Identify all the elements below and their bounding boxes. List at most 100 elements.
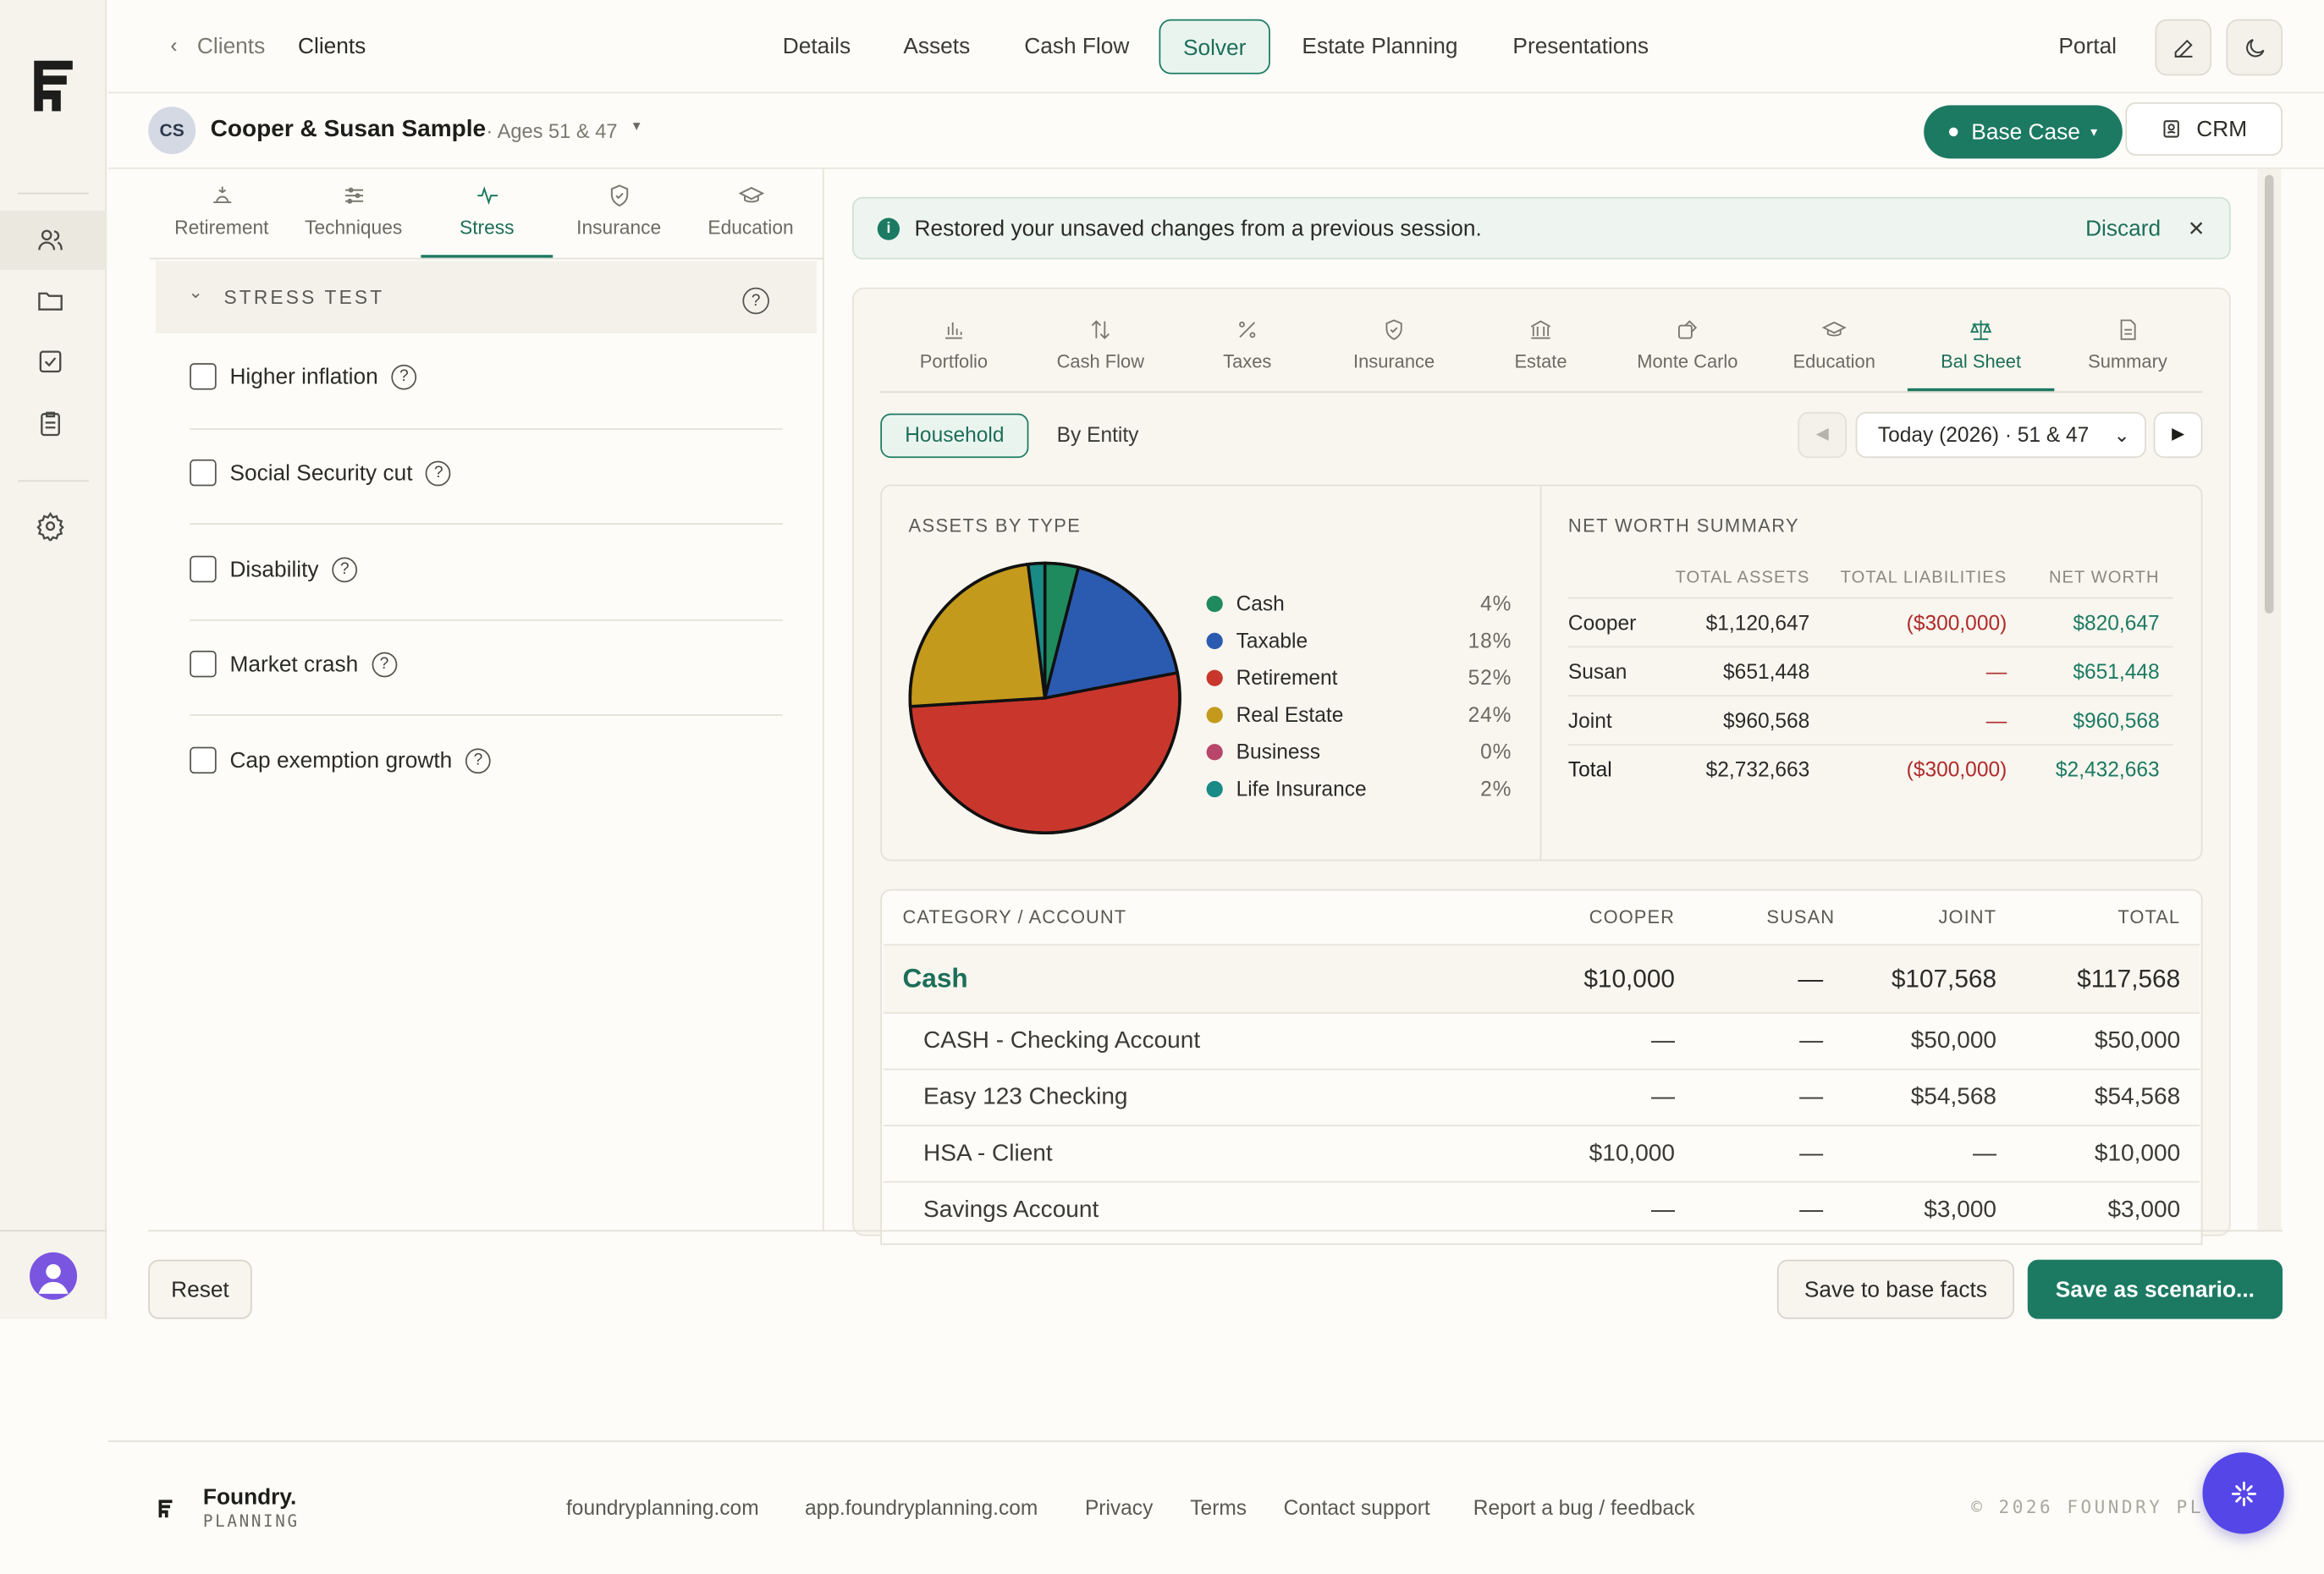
chevron-down-icon: ⌄ [2113,423,2130,447]
save-to-base-facts-button[interactable]: Save to base facts [1776,1259,2015,1319]
prev-year-button[interactable]: ◀ [1798,411,1848,459]
clipboard-icon[interactable] [36,409,71,444]
stress-item-higher-inflation[interactable]: Higher inflation? [190,363,417,390]
help-icon[interactable]: ? [372,651,397,677]
tab-label: Retirement [174,216,269,239]
tab-education-report[interactable]: Education [1761,311,1908,392]
stress-label: Social Security cut [229,460,413,486]
chevron-left-icon[interactable]: ‹ [170,32,178,57]
client-ages: · Ages 51 & 47 [486,119,618,143]
crm-button[interactable]: CRM [2125,102,2283,156]
dark-mode-button[interactable] [2226,19,2283,76]
col-total: TOTAL [2117,906,2181,928]
help-icon[interactable]: ? [391,363,417,389]
discard-button[interactable]: Discard [2085,216,2162,242]
arrows-up-down-icon [1091,320,1110,339]
tab-taxes[interactable]: Taxes [1174,311,1320,392]
tab-education[interactable]: Education [685,175,817,258]
tab-insurance-report[interactable]: Insurance [1320,311,1467,392]
checkbox[interactable] [190,555,217,583]
tab-monte-carlo[interactable]: Monte Carlo [1614,311,1760,392]
next-year-button[interactable]: ▶ [2153,411,2203,459]
footer-link-app[interactable]: app.foundryplanning.com [804,1495,1038,1520]
gear-icon[interactable] [36,511,71,547]
stress-item-cap-exemption-growth[interactable]: Cap exemption growth? [190,746,491,774]
tab-retirement[interactable]: Retirement [156,175,288,258]
users-icon[interactable] [36,225,71,261]
household-toggle[interactable]: Household [880,413,1029,459]
row-net-worth: $651,448 [2073,659,2160,684]
tab-techniques[interactable]: Techniques [288,175,420,258]
assistant-fab[interactable] [2202,1452,2284,1534]
tab-bal-sheet[interactable]: Bal Sheet [1907,311,2055,392]
help-icon[interactable]: ? [426,460,452,486]
footer-link-bug[interactable]: Report a bug / feedback [1473,1495,1695,1520]
scenario-select[interactable]: Base Case ▾ [1924,105,2123,159]
legend-dot [1206,743,1223,760]
reset-button[interactable]: Reset [148,1259,252,1319]
col-category: CATEGORY / ACCOUNT [902,906,1127,928]
legend-label: Cash [1236,591,1285,615]
portal-link[interactable]: Portal [2058,34,2117,60]
close-icon[interactable]: ✕ [2187,216,2206,240]
cell-joint: $54,568 [1910,1084,1997,1110]
tab-insurance[interactable]: Insurance [553,175,685,258]
checklist-icon[interactable] [36,347,71,382]
folder-icon[interactable] [36,286,71,322]
tab-estate-planning[interactable]: Estate Planning [1302,34,1458,60]
checkbox[interactable] [190,459,217,487]
cell-joint: — [1972,1141,1997,1167]
stress-item-social-security-cut[interactable]: Social Security cut? [190,459,452,487]
tab-presentations[interactable]: Presentations [1512,34,1649,60]
legend-label: Taxable [1236,628,1308,652]
tab-portfolio[interactable]: Portfolio [880,311,1027,392]
footer-link-support[interactable]: Contact support [1283,1495,1430,1520]
cell-susan: — [1799,1141,1824,1167]
legend-value: 52% [1468,665,1512,690]
scrollbar-thumb[interactable] [2264,174,2274,614]
checkbox[interactable] [190,746,217,774]
tab-label: Education [708,216,794,239]
tab-cash-flow-report[interactable]: Cash Flow [1027,311,1174,392]
sidebar-item-clients[interactable] [0,210,107,270]
avatar[interactable] [30,1252,78,1300]
category-row-cash[interactable]: Cash $10,000 — $107,568 $117,568 [883,945,2200,1014]
help-icon[interactable]: ? [465,747,491,773]
tab-summary[interactable]: Summary [2054,311,2200,392]
save-as-scenario-button[interactable]: Save as scenario... [2027,1259,2283,1319]
tab-estate[interactable]: Estate [1468,311,1614,392]
by-entity-toggle[interactable]: By Entity [1056,422,1139,447]
cell-cooper: — [1650,1084,1675,1110]
stress-item-market-crash[interactable]: Market crash? [190,650,397,678]
stress-item-disability[interactable]: Disability? [190,555,358,583]
tab-solver[interactable]: Solver [1159,19,1270,74]
status-dot-icon [1949,127,1958,137]
scrollbar[interactable] [2257,168,2282,1230]
chevron-down-icon[interactable]: ▾ [632,118,641,135]
footer-link-site[interactable]: foundryplanning.com [565,1495,759,1520]
help-icon[interactable]: ? [742,287,769,315]
stress-label: Cap exemption growth [229,747,453,773]
footer-link-privacy[interactable]: Privacy [1084,1495,1154,1520]
foundry-logo[interactable] [30,57,80,116]
legend-label: Business [1236,739,1321,763]
row-net-worth: $820,647 [2073,610,2160,635]
tab-label: Taxes [1223,351,1272,372]
tab-stress[interactable]: Stress [421,175,553,258]
help-icon[interactable]: ? [332,556,358,582]
col-cooper: COOPER [1589,906,1675,928]
tab-details[interactable]: Details [782,34,851,60]
footer-link-terms[interactable]: Terms [1190,1495,1247,1520]
checkbox[interactable] [190,650,217,678]
sparkle-icon [2230,1480,2256,1506]
breadcrumb-back[interactable]: Clients [196,34,266,60]
edit-button[interactable] [2155,19,2211,76]
stress-test-header[interactable]: ⌄ STRESS TEST ? [155,261,817,334]
tab-assets[interactable]: Assets [903,34,971,60]
client-name[interactable]: Cooper & Susan Sample [210,117,487,143]
tab-cash-flow[interactable]: Cash Flow [1024,34,1130,60]
checkbox[interactable] [190,363,217,390]
cell-susan: — [1799,1028,1824,1054]
left-panel [148,168,824,1230]
date-select[interactable]: Today (2026) · 51 & 47 ⌄ [1855,411,2146,459]
